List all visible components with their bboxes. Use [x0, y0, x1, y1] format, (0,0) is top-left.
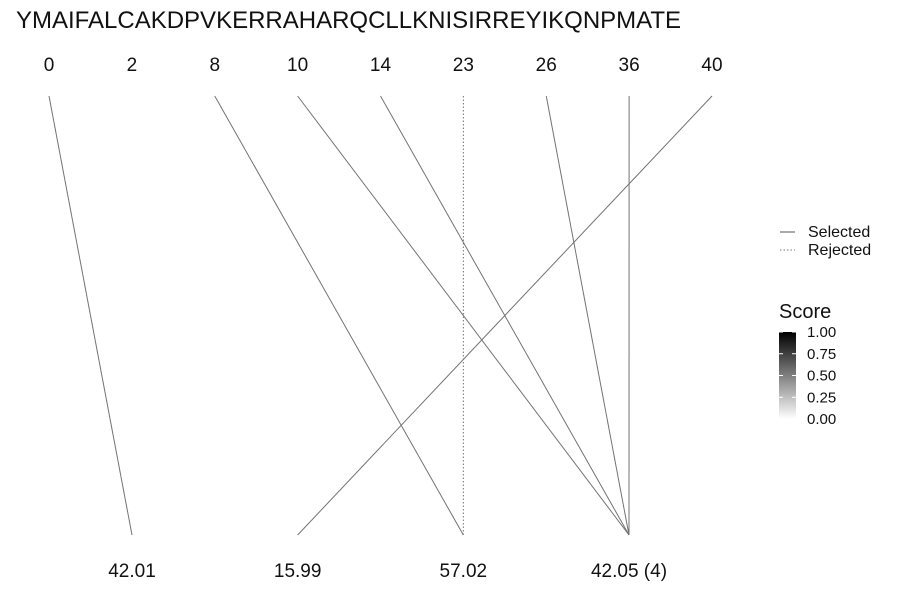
link-line-selected — [48, 95, 133, 536]
position-label: 26 — [536, 55, 557, 76]
link-line-selected — [545, 95, 630, 536]
sequence-title: YMAIFALCAKDPVKERRAHARQCLLKNISIRREYIKQNPM… — [16, 7, 681, 34]
position-label: 0 — [44, 55, 55, 76]
position-label: 14 — [370, 55, 392, 76]
position-label: 36 — [619, 55, 640, 76]
position-label: 23 — [453, 55, 474, 76]
score-legend: Score 1.00 0.75 0.50 0.25 0.00 — [779, 301, 836, 428]
score-tick-label: 0.00 — [807, 411, 836, 428]
score-tick-label: 0.50 — [807, 368, 836, 385]
mass-label: 57.02 — [440, 561, 488, 582]
position-label: 10 — [287, 55, 308, 76]
link-line-selected — [214, 95, 464, 536]
legend-selected-label: Selected — [808, 224, 870, 241]
score-legend-title: Score — [779, 301, 831, 323]
position-label: 40 — [701, 55, 722, 76]
position-labels: 0 2 8 10 14 23 26 36 40 — [44, 55, 723, 76]
mass-label: 42.05 (4) — [591, 561, 667, 582]
score-tick-label: 1.00 — [807, 324, 836, 341]
link-line-selected — [297, 95, 713, 536]
link-lines — [48, 95, 713, 536]
score-tick-label: 0.25 — [807, 389, 836, 406]
score-colorbar — [779, 332, 796, 419]
mass-labels: 42.01 15.99 57.02 42.05 (4) — [108, 561, 667, 582]
position-label: 8 — [209, 55, 220, 76]
mass-label: 15.99 — [274, 561, 322, 582]
score-tick-label: 0.75 — [807, 346, 836, 363]
position-label: 2 — [127, 55, 138, 76]
score-ticks: 1.00 0.75 0.50 0.25 0.00 — [779, 324, 836, 428]
link-line-selected — [297, 95, 630, 536]
mass-label: 42.01 — [108, 561, 156, 582]
legend-rejected-label: Rejected — [808, 242, 871, 259]
linetype-legend: Selected Rejected — [780, 224, 871, 259]
